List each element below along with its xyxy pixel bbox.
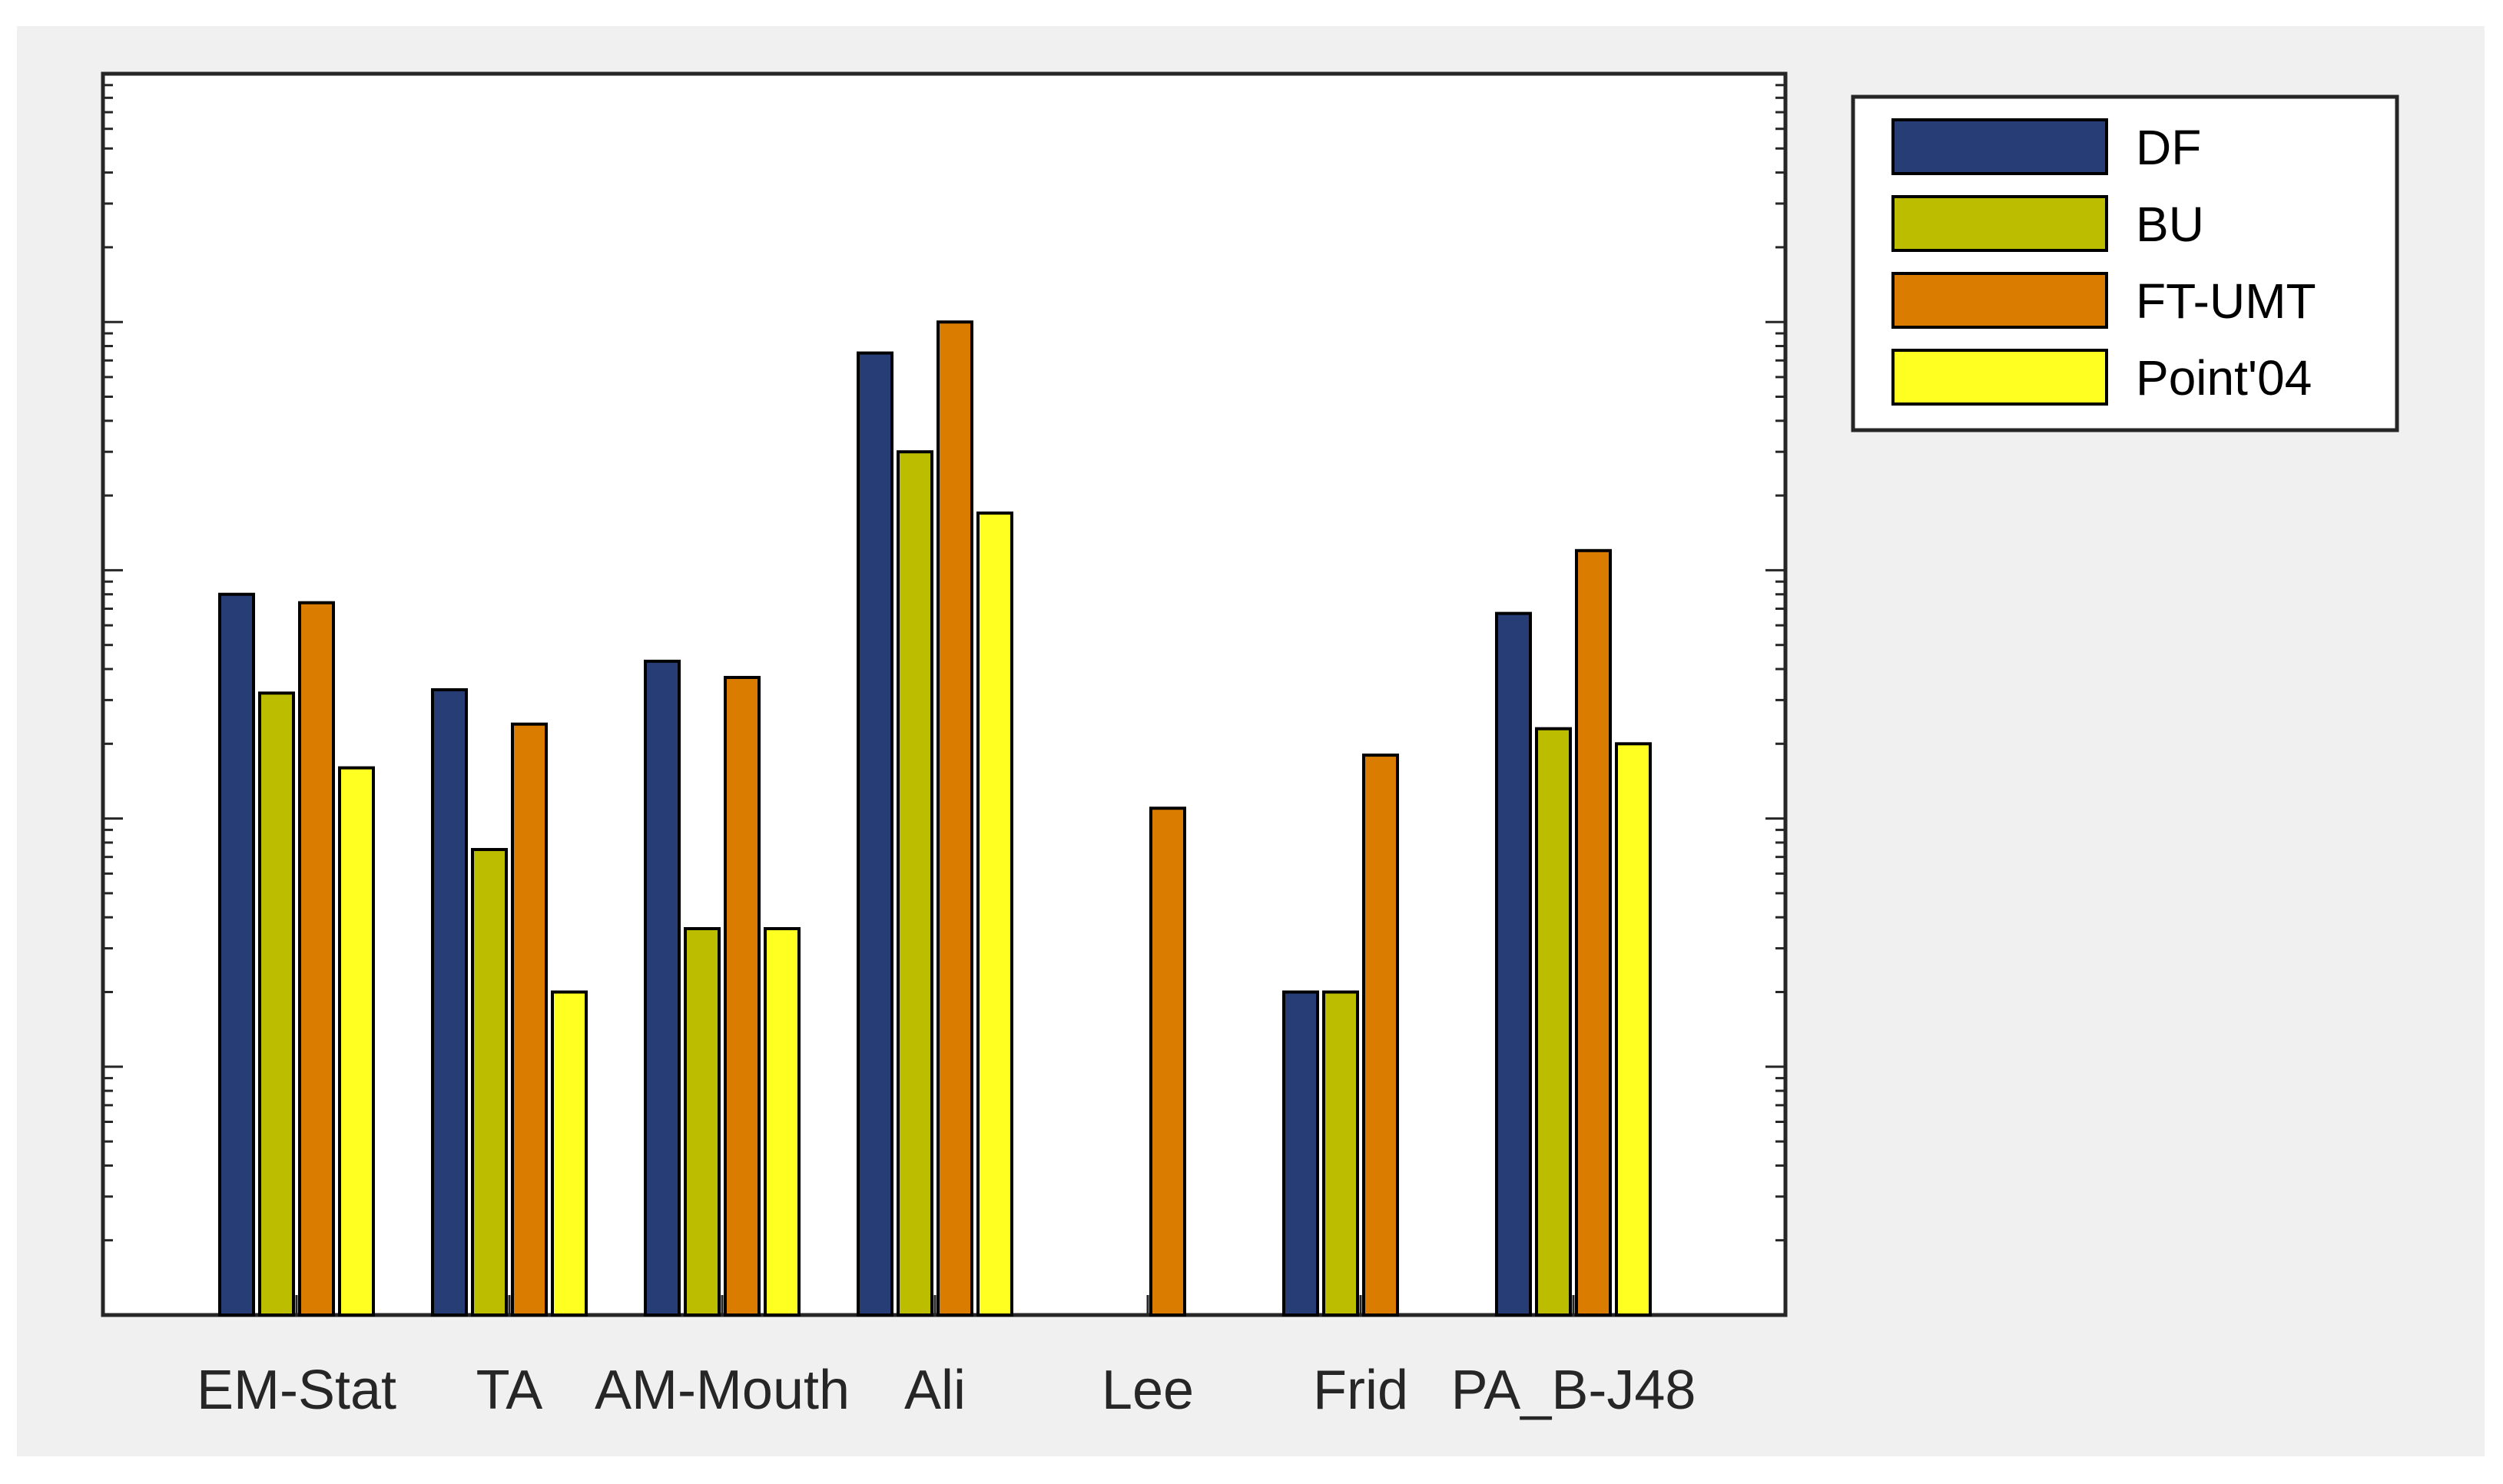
legend-swatch xyxy=(1891,272,2108,329)
x-tick-label: EM-Stat xyxy=(197,1360,396,1421)
bars xyxy=(218,320,1652,1317)
bar-ta-df[interactable] xyxy=(431,688,468,1317)
bar-lee-ft-umt[interactable] xyxy=(1149,807,1186,1317)
bar-am-mouth-ft-umt[interactable] xyxy=(724,675,761,1317)
legend-label: Point'04 xyxy=(2136,350,2312,406)
x-tick-label: Frid xyxy=(1313,1360,1408,1421)
x-tick-label: TA xyxy=(476,1360,543,1421)
legend-swatch xyxy=(1891,118,2108,175)
legend-swatch xyxy=(1891,195,2108,252)
bar-frid-bu[interactable] xyxy=(1322,990,1359,1317)
bar-ali-df[interactable] xyxy=(857,351,893,1317)
bar-ta-ft-umt[interactable] xyxy=(511,722,548,1317)
x-tick-labels: EM-Stat TA AM-Mouth Ali Lee Frid PA_B-J48 xyxy=(197,1360,1696,1421)
legend[interactable]: DF BU FT-UMT Point'04 xyxy=(1851,94,2399,432)
bar-am-mouth-bu[interactable] xyxy=(684,927,721,1317)
bar-am-mouth-point-04[interactable] xyxy=(764,927,801,1317)
bar-pa-b-j48-point-04[interactable] xyxy=(1615,742,1652,1317)
bar-pa-b-j48-df[interactable] xyxy=(1495,611,1532,1317)
bar-em-stat-ft-umt[interactable] xyxy=(298,601,335,1317)
bar-pa-b-j48-bu[interactable] xyxy=(1535,727,1572,1317)
bar-ta-point-04[interactable] xyxy=(551,990,588,1317)
bar-chart: EM-Stat TA AM-Mouth Ali Lee Frid PA_B-J48 DF BU… xyxy=(101,71,2399,1421)
bar-em-stat-df[interactable] xyxy=(218,592,255,1317)
axis-ticks xyxy=(103,84,1785,1315)
bar-frid-ft-umt[interactable] xyxy=(1362,754,1399,1317)
bar-frid-df[interactable] xyxy=(1282,990,1319,1317)
bar-ali-point-04[interactable] xyxy=(976,511,1013,1317)
bar-pa-b-j48-ft-umt[interactable] xyxy=(1575,548,1612,1317)
legend-label: BU xyxy=(2136,197,2204,252)
x-tick-label: Ali xyxy=(904,1360,966,1421)
bar-em-stat-point-04[interactable] xyxy=(338,766,375,1317)
x-tick-label: PA_B-J48 xyxy=(1451,1360,1696,1421)
legend-label: DF xyxy=(2136,120,2201,175)
x-tick-label: Lee xyxy=(1102,1360,1194,1421)
legend-swatch xyxy=(1891,349,2108,406)
bar-ali-bu[interactable] xyxy=(897,450,933,1317)
bar-ta-bu[interactable] xyxy=(471,847,508,1317)
legend-label: FT-UMT xyxy=(2136,273,2316,329)
bar-am-mouth-df[interactable] xyxy=(644,659,681,1317)
x-tick-label: AM-Mouth xyxy=(595,1360,850,1421)
bar-ali-ft-umt[interactable] xyxy=(937,320,973,1317)
figure-window: EM-Stat TA AM-Mouth Ali Lee Frid PA_B-J48 DF BU… xyxy=(17,26,2485,1456)
bar-em-stat-bu[interactable] xyxy=(258,691,295,1317)
